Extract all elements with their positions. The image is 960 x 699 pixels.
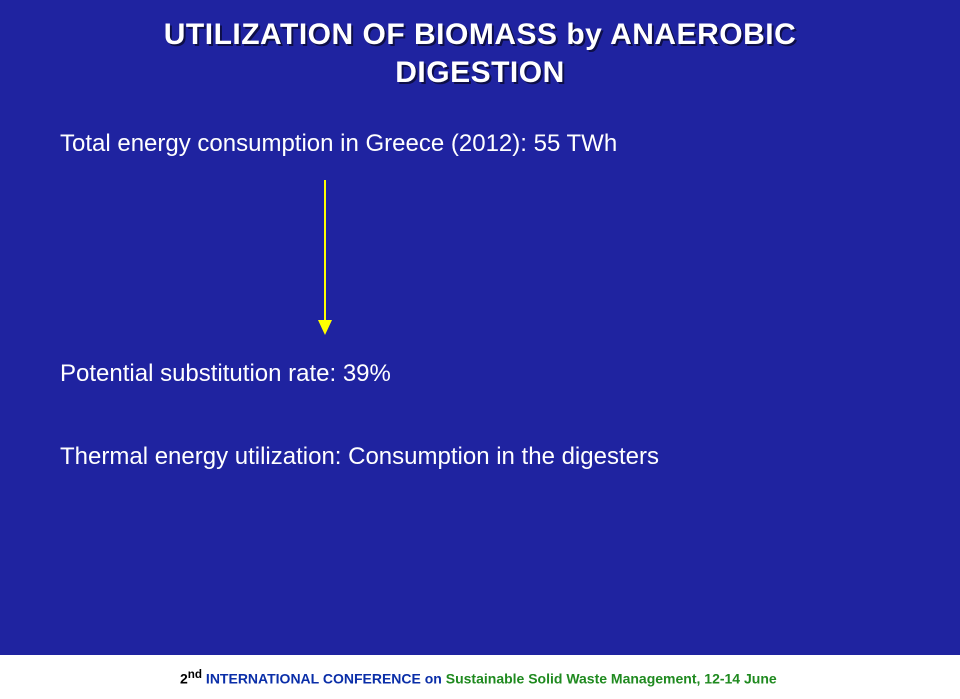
body-line-1: Total energy consumption in Greece (2012… [60, 130, 617, 158]
footer-conference: INTERNATIONAL CONFERENCE on [202, 670, 446, 686]
footer-ordinal-suffix: nd [188, 668, 202, 681]
arrow-icon [318, 180, 332, 335]
body-line-3: Thermal energy utilization: Consumption … [60, 440, 900, 474]
title-line-2: DIGESTION [0, 54, 960, 92]
slide-title: UTILIZATION OF BIOMASS by ANAEROBIC DIGE… [0, 16, 960, 91]
footer-topic: Sustainable Solid Waste Management, 12-1… [446, 670, 777, 686]
footer-ordinal: 2 [180, 670, 188, 686]
footer-text: 2nd INTERNATIONAL CONFERENCE on Sustaina… [180, 668, 777, 687]
body-line-2: Potential substitution rate: 39% [60, 360, 391, 388]
slide: UTILIZATION OF BIOMASS by ANAEROBIC DIGE… [0, 0, 960, 699]
title-line-1: UTILIZATION OF BIOMASS by ANAEROBIC [0, 16, 960, 54]
footer-bar: 2nd INTERNATIONAL CONFERENCE on Sustaina… [0, 655, 960, 699]
